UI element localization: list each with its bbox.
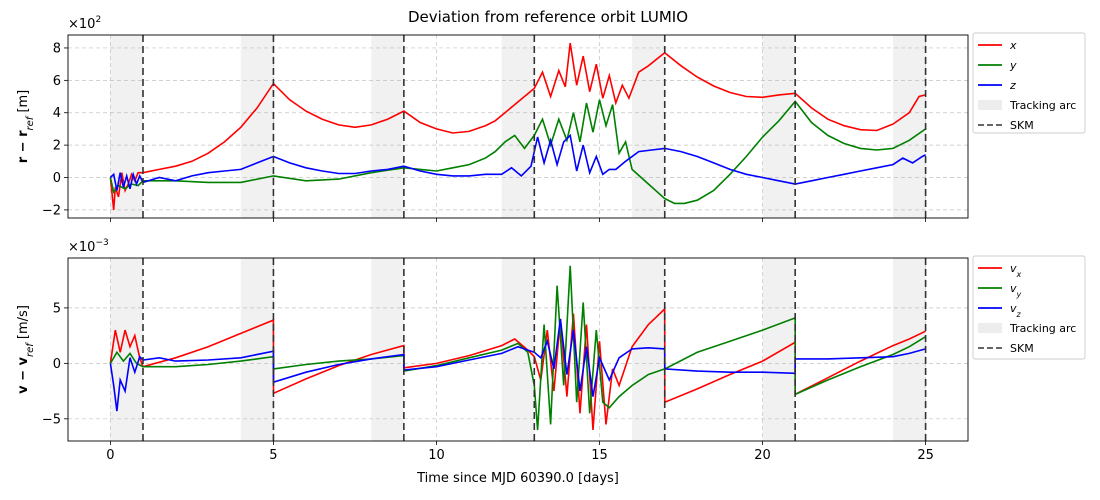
legend-label-skm: SKM	[1010, 119, 1034, 132]
legend-label-tracking-arc: Tracking arc	[1009, 99, 1076, 112]
legend-label-z: z	[1009, 79, 1016, 92]
tracking-arc-band	[632, 35, 665, 218]
tracking-arc-band	[762, 35, 796, 218]
legend-label-tracking-arc: Tracking arc	[1009, 322, 1076, 335]
series-line-y	[109, 99, 927, 205]
legend: vx vy vz Tracking arc SKM	[972, 255, 1086, 360]
legend-frame	[972, 255, 1086, 360]
position-panel: −2 0 2 4 6 8 ×102 r − rref [m] xyz Tracking arc SK…	[16, 15, 1086, 222]
y-tick-label: 4	[53, 106, 61, 121]
axes-frame	[67, 257, 969, 442]
series-group	[109, 42, 927, 210]
x-tick-label: 20	[754, 448, 771, 463]
legend-label-skm: SKM	[1010, 342, 1034, 355]
y-axis-label: r − rref [m]	[16, 90, 36, 164]
y-tick-label: 2	[53, 139, 61, 154]
axes-frame	[67, 34, 969, 219]
tracking-arc-band	[893, 35, 926, 218]
legend-swatch-tracking-arc	[978, 323, 1002, 333]
y-axis-multiplier: ×10−3	[68, 238, 109, 255]
y-tick-label: 8	[53, 41, 61, 56]
tracking-arc-band	[501, 35, 535, 218]
x-tick-label: 0	[106, 448, 114, 463]
legend-label-v_z: vz	[1010, 302, 1022, 319]
y-axis-label: v − vref [m/s]	[16, 305, 36, 394]
tracking-arc-band	[371, 35, 404, 218]
x-tick-label: 25	[917, 448, 934, 463]
legend-frame	[972, 32, 1086, 134]
series-line-x	[109, 42, 926, 210]
tracking-arc-band	[240, 35, 274, 218]
legend-swatch-tracking-arc	[978, 100, 1002, 110]
legend-label-x: x	[1009, 39, 1017, 52]
x-axis-label: Time since MJD 60390.0 [days]	[416, 471, 619, 486]
x-tick-label: 10	[428, 448, 445, 463]
y-tick-label: 6	[53, 74, 61, 89]
y-tick-label: −2	[42, 203, 61, 218]
y-tick-label: 5	[53, 301, 61, 316]
legend-label-y: y	[1009, 59, 1017, 72]
y-tick-label: 0	[53, 171, 61, 186]
x-tick-label: 15	[591, 448, 608, 463]
series-line-v_y	[109, 265, 927, 430]
tracking-arc-band	[893, 258, 926, 441]
tracking-arc-band	[632, 258, 665, 441]
tracking-arc-band	[762, 258, 796, 441]
tracking-arc-band	[501, 258, 535, 441]
chart-title: Deviation from reference orbit LUMIO	[408, 8, 688, 26]
y-tick-label: −5	[42, 412, 61, 427]
series-line-z	[109, 133, 926, 191]
series-line-v_z	[109, 318, 926, 412]
series-line-v_x	[109, 307, 926, 430]
y-axis-multiplier: ×102	[68, 15, 101, 32]
legend-label-v_y: vy	[1010, 282, 1022, 299]
velocity-panel: 0 5 10 15 20 25 −5 0 5 ×10−3 v − vref [m/s] vx vy vz T…	[16, 238, 1086, 463]
y-tick-label: 0	[53, 357, 61, 372]
series-group	[109, 265, 927, 430]
legend-label-v_x: vx	[1010, 262, 1022, 279]
legend: xyz Tracking arc SKM	[972, 32, 1086, 134]
tracking-arc-band	[240, 258, 274, 441]
x-tick-label: 5	[269, 448, 277, 463]
